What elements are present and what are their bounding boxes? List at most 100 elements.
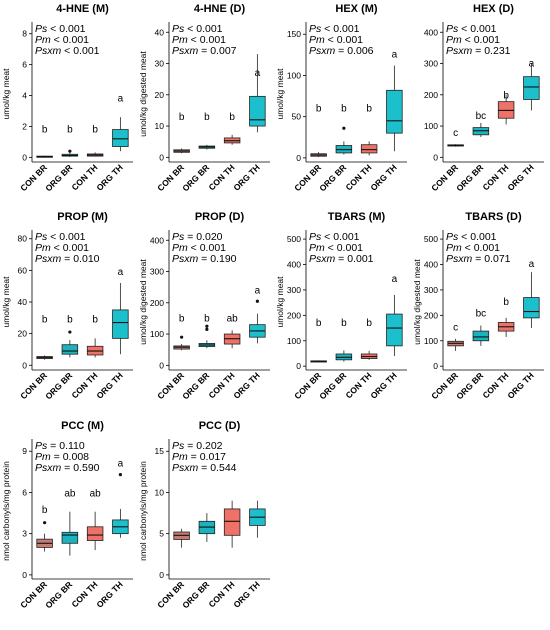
y-tick-label: 0 [22,360,27,370]
y-tick-label: 100 [424,336,438,346]
y-tick-label: 80 [18,234,28,244]
y-tick-label: 6 [22,60,27,70]
y-tick-label: 500 [424,234,438,244]
box-con-th [86,152,104,157]
box-con-th [497,317,515,337]
p-value-text: Psxm < 0.001 [35,45,100,57]
p-value-text: Pm < 0.001 [309,34,363,46]
p-value-text: Ps = 0.020 [172,231,223,243]
y-tick-label: 400 [424,260,438,270]
x-tick-label: ORG TH [368,370,398,400]
chart-panel-5: PROP (D) umol/kg digested meat 0 100 200 300 4… [138,211,270,401]
y-tick-label: 60 [18,265,28,275]
box-org-br [472,122,490,137]
outlier-point [68,149,72,153]
box-iqr [112,129,129,147]
significance-letter: b [204,314,210,325]
box-org-th [112,472,129,538]
y-axis-label: umol/kg meat [275,276,285,328]
y-tick-label: 0 [22,570,27,580]
y-tick-label: 500 [287,234,301,244]
y-tick-label: 5 [159,529,164,539]
box-org-br [472,325,490,346]
chart-title: PCC (D) [199,420,241,432]
box-iqr [386,89,403,134]
x-tick-label: ORG TH [505,370,535,400]
outlier-point [68,330,72,334]
x-tick-label: ORG BR [317,370,348,401]
x-tick-label: CON TH [206,162,236,192]
chart-panel-7: TBARS (D) umol/kg digested meat 0 100 200 300… [412,211,544,401]
y-tick-label: 4 [22,91,27,101]
significance-letter: b [316,318,322,329]
p-value-text: Pm < 0.001 [446,242,500,254]
x-tick-label: CON TH [69,162,99,192]
box-con-br [447,144,464,147]
p-value-text: Pm < 0.001 [172,242,226,254]
y-tick-label: 0 [159,360,164,370]
x-tick-label: CON TH [206,370,236,400]
y-axis-label: nmol carbonyls/mg protein [138,461,148,561]
box-con-th [223,330,241,349]
box-con-th [86,338,104,358]
y-axis-label: umol/kg meat [275,68,285,120]
box-iqr [360,144,378,154]
y-axis-label: umol/kg meat [1,276,11,328]
y-tick-label: 9 [22,446,27,456]
box-con-th [223,134,241,145]
box-iqr [523,76,540,100]
y-tick-label: 40 [18,297,28,307]
y-tick-label: 0 [433,152,438,162]
x-tick-label: CON TH [69,579,99,609]
outlier-point [118,472,122,477]
p-value-text: Ps < 0.001 [446,23,497,35]
y-tick-label: 300 [287,285,301,295]
box-org-th [523,63,540,111]
box-org-th [112,283,129,355]
x-tick-label: CON TH [343,162,373,192]
y-tick-label: 100 [150,329,164,339]
box-org-th [523,272,540,329]
significance-letter: b [341,318,347,329]
significance-letter: b [204,112,210,123]
y-tick-label: 3 [22,529,27,539]
y-tick-label: 400 [287,260,301,270]
box-org-th [386,65,403,152]
y-tick-label: 50 [292,112,302,122]
outlier-point [205,327,209,331]
x-tick-label: ORG TH [94,579,124,609]
p-value-text: Pm = 0.017 [172,451,226,463]
x-tick-label: ORG BR [454,162,485,193]
p-value-text: Psxm = 0.071 [446,253,511,265]
box-con-th [223,500,241,548]
x-tick-label: CON TH [69,370,99,400]
chart-title: PROP (M) [57,211,108,223]
significance-letter: a [529,59,535,70]
significance-letter: b [92,125,98,136]
significance-letter: b [229,112,235,123]
x-tick-label: CON TH [343,370,373,400]
y-tick-label: 0 [433,361,438,371]
x-tick-label: ORG BR [454,370,485,401]
box-iqr [249,95,266,127]
y-axis-label: umol/kg digested meat [412,259,422,345]
box-con-th [360,350,378,360]
significance-letter: a [529,259,535,270]
box-org-br [335,350,353,362]
y-tick-label: 0 [159,570,164,580]
significance-letter: b [341,104,347,115]
x-tick-label: CON TH [480,162,510,192]
y-tick-label: 6 [22,487,27,497]
significance-letter: ab [227,314,239,325]
significance-letter: a [255,285,261,296]
p-value-text: Ps < 0.001 [446,231,497,243]
chart-title: 4-HNE (M) [56,3,109,15]
box-iqr [86,526,104,541]
box-con-br [173,148,190,154]
outlier-point [255,299,259,303]
box-org-th [249,500,266,538]
